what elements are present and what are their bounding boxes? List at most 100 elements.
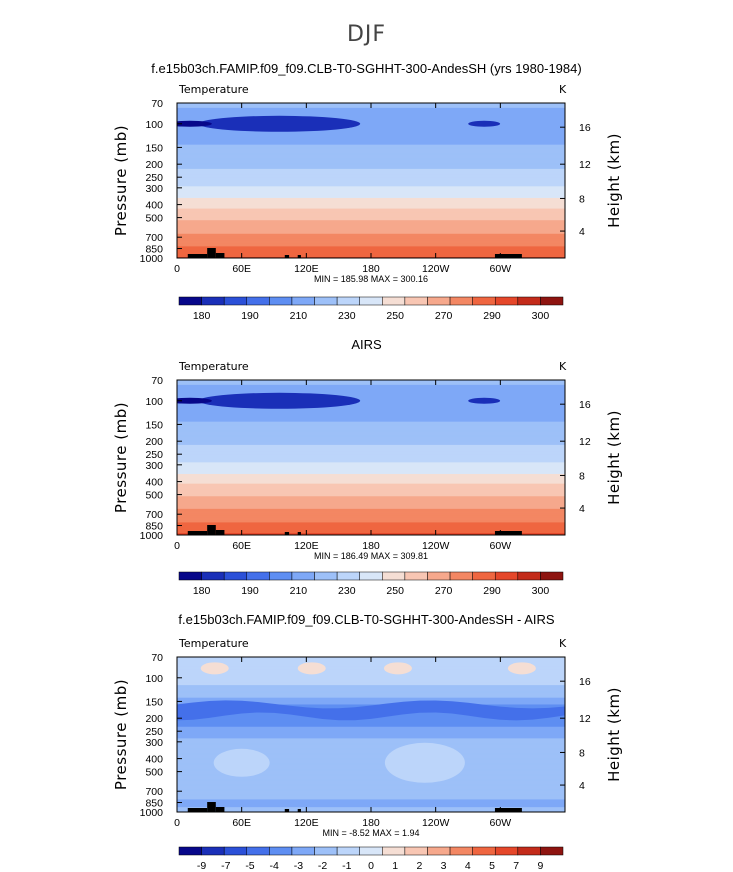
contour-band [177, 771, 565, 773]
topography [297, 532, 301, 535]
topography [207, 525, 216, 535]
contour-band [177, 762, 565, 765]
cold-pool [468, 397, 501, 404]
colorbar-label: 4 [465, 860, 471, 872]
contour-band [177, 784, 565, 787]
subtitle-right: K [559, 83, 567, 96]
contour-band [177, 457, 565, 460]
y-tick-label: 300 [145, 183, 163, 195]
contour-band [177, 178, 565, 181]
contour-band [177, 763, 565, 766]
contour-band [177, 182, 565, 185]
contour-band [177, 431, 565, 433]
colorbar-swatch [427, 846, 451, 856]
contour-band [177, 237, 565, 240]
contour-band [177, 769, 565, 771]
contour-band [177, 196, 565, 198]
contour-band [177, 759, 565, 762]
contour-band [177, 442, 565, 445]
contour-band [177, 393, 565, 396]
contour-band [177, 426, 565, 429]
contour-band [177, 800, 565, 802]
contour-band [177, 772, 565, 774]
contour-band [177, 684, 565, 686]
colorbar-label: -4 [270, 860, 279, 872]
topography [284, 255, 290, 258]
topography [494, 531, 522, 535]
topography [215, 530, 225, 535]
x-tick-label: 0 [174, 817, 180, 829]
y-tick-label: 400 [145, 200, 163, 212]
topography [187, 254, 208, 258]
colorbar-swatch [178, 846, 202, 856]
contour-band [177, 797, 565, 800]
right-tick-label: 12 [579, 436, 591, 448]
colorbar-swatch [336, 846, 360, 856]
contour-band [177, 428, 565, 431]
subtitle-left: Temperature [178, 83, 249, 96]
right-tick-label: 16 [579, 399, 591, 411]
colorbar-swatch [382, 846, 406, 856]
contour-band [177, 775, 565, 777]
contour-band [177, 216, 565, 218]
contour-band [177, 701, 565, 704]
contour-band [177, 770, 565, 772]
contour-band [177, 517, 565, 520]
colorbar-label: 210 [290, 585, 308, 597]
contour-band [177, 789, 565, 792]
contour-band [177, 209, 565, 212]
contour-band [177, 515, 565, 518]
y-tick-label: 700 [145, 786, 163, 798]
contour-band [177, 668, 565, 671]
contour-band [177, 680, 565, 682]
contour-band [177, 227, 565, 230]
contour-band [177, 473, 565, 475]
contour-band [177, 507, 565, 510]
y-tick-label: 850 [145, 521, 163, 533]
contour-band [177, 804, 565, 806]
contour-band [177, 395, 565, 398]
contour-band [177, 690, 565, 693]
contour-band [177, 226, 565, 228]
contour-band [177, 805, 565, 807]
anomaly-region [213, 748, 270, 777]
contour-band [177, 233, 565, 236]
colorbar-swatch [540, 296, 564, 306]
contour-band [177, 495, 565, 497]
contour-band [177, 118, 565, 121]
contour-band [177, 703, 565, 706]
contour-band [177, 155, 565, 157]
x-tick-label: 120W [422, 540, 450, 552]
contour-band [177, 767, 565, 770]
y-tick-label: 70 [151, 652, 163, 664]
colorbar-swatch [449, 846, 473, 856]
y-tick-label: 850 [145, 244, 163, 256]
contour-band [177, 522, 565, 524]
contour-band [177, 798, 565, 801]
colorbar-label: -5 [245, 860, 254, 872]
y-tick-label: 150 [145, 142, 163, 154]
contour-band [177, 117, 565, 120]
y-axis-label: Pressure (mb) [112, 679, 130, 790]
contour-band [177, 799, 565, 801]
contour-band [177, 165, 565, 167]
contour-band [177, 462, 565, 464]
contour-band [177, 527, 565, 529]
contour-band [177, 510, 565, 513]
contour-band [177, 455, 565, 458]
contour-band [177, 673, 565, 676]
x-tick-label: 180 [362, 817, 380, 829]
contour-band [177, 520, 565, 523]
contour-band [177, 688, 565, 690]
contour-band [177, 519, 565, 522]
topography [494, 254, 522, 258]
y-tick-label: 500 [145, 490, 163, 502]
contour-band [177, 803, 565, 805]
contour-band [177, 175, 565, 178]
contour-band [177, 765, 565, 768]
x-tick-label: 60E [232, 817, 251, 829]
contour-band [177, 225, 565, 227]
contour-band [177, 145, 565, 148]
contour-band [177, 481, 565, 484]
